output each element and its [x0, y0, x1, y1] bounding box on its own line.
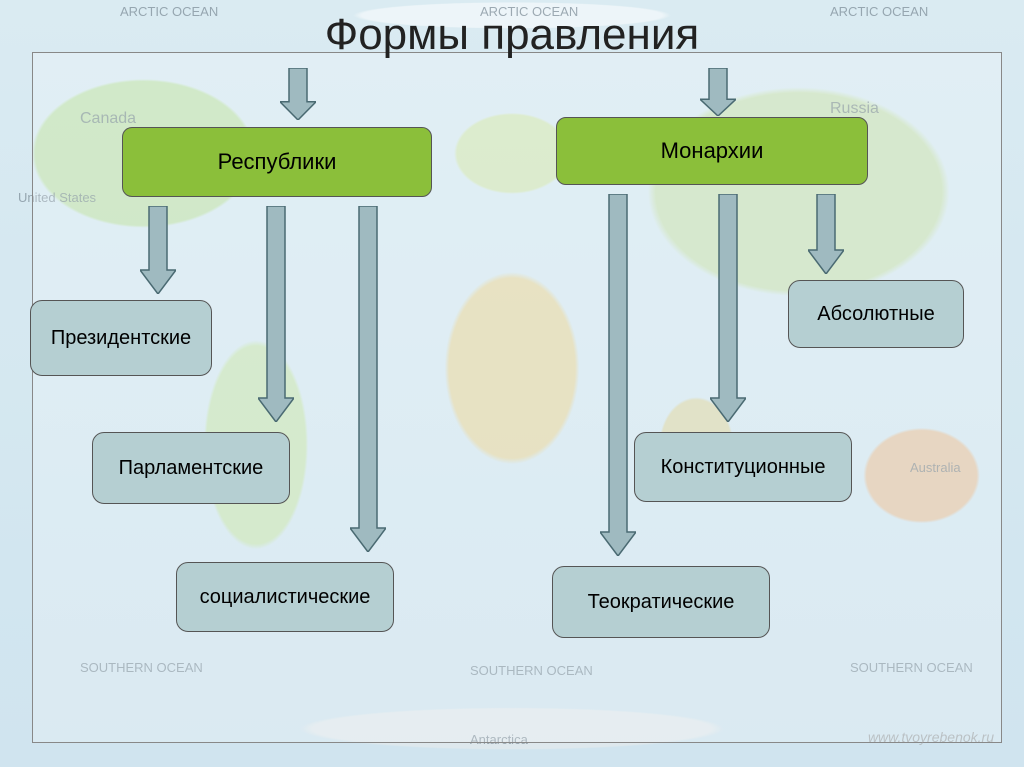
node-label: Монархии	[661, 138, 764, 164]
node-parliamentary: Парламентские	[92, 432, 290, 504]
node-monarchies: Монархии	[556, 117, 868, 185]
node-presidential: Президентские	[30, 300, 212, 376]
arrow-mon-to-absolute	[808, 194, 844, 274]
arrow-mon-to-theocratic	[600, 194, 636, 556]
node-constitutional: Конституционные	[634, 432, 852, 502]
node-theocratic: Теократические	[552, 566, 770, 638]
node-label: социалистические	[200, 586, 371, 609]
arrow-mon-to-constitutional	[710, 194, 746, 422]
node-socialist: социалистические	[176, 562, 394, 632]
arrow-title-to-monarchies	[700, 68, 736, 116]
arrow-rep-to-presidential	[140, 206, 176, 294]
arrow-rep-to-socialist	[350, 206, 386, 552]
watermark: www.tvoyrebenok.ru	[868, 729, 994, 745]
node-label: Парламентские	[119, 457, 264, 480]
node-label: Президентские	[51, 327, 191, 350]
node-label: Теократические	[588, 591, 735, 614]
arrow-rep-to-parliamentary	[258, 206, 294, 422]
node-label: Республики	[218, 149, 337, 175]
diagram-title: Формы правления	[0, 10, 1024, 60]
arrow-title-to-republics	[280, 68, 316, 120]
node-absolute: Абсолютные	[788, 280, 964, 348]
node-label: Конституционные	[661, 456, 826, 479]
node-republics: Республики	[122, 127, 432, 197]
node-label: Абсолютные	[817, 303, 934, 326]
